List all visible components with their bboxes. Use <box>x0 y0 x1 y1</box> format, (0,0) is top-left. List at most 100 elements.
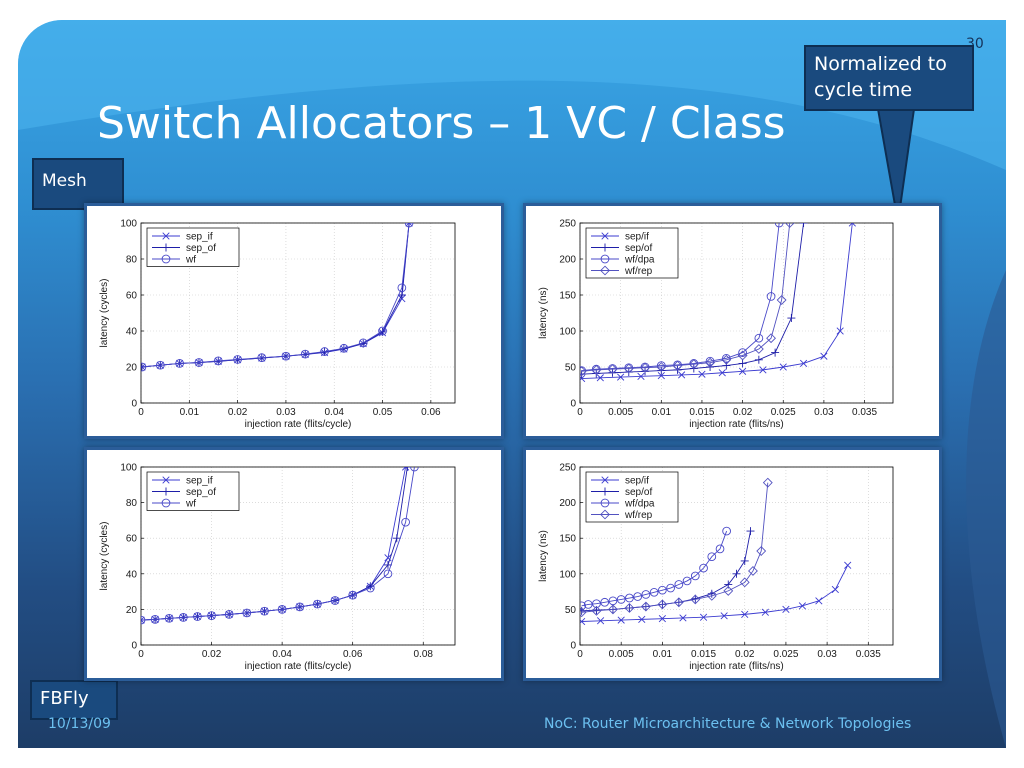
data-point <box>640 362 650 373</box>
y-tick-label: 0 <box>131 399 137 410</box>
data-point <box>358 338 368 348</box>
legend-marker <box>161 498 171 508</box>
chart-mesh-ns: 0 0.005 0.01 0.015 0.02 0.025 0.03 0.035 0 50 100 1… <box>523 203 942 439</box>
data-point <box>624 603 635 613</box>
data-point <box>666 583 675 593</box>
data-point <box>699 613 708 621</box>
data-point <box>836 327 844 335</box>
data-point <box>774 223 784 228</box>
y-tick-label: 60 <box>126 291 138 302</box>
data-point <box>591 605 602 616</box>
legend-marker <box>600 509 610 520</box>
data-point <box>679 614 687 622</box>
y-tick-label: 200 <box>559 498 576 509</box>
data-point <box>313 599 322 609</box>
data-point <box>779 363 787 371</box>
data-point <box>754 333 764 343</box>
x-tick-label: 0 <box>577 649 583 660</box>
data-point <box>397 283 407 293</box>
data-point <box>657 372 665 380</box>
x-tick-label: 0.03 <box>276 407 296 418</box>
data-point <box>674 580 684 589</box>
legend-label: wf/dpa <box>624 499 655 510</box>
y-tick-label: 0 <box>570 641 576 652</box>
x-tick-label: 0 <box>577 407 583 418</box>
y-tick-label: 40 <box>126 327 138 338</box>
y-tick-label: 80 <box>126 255 138 266</box>
data-point <box>820 352 828 360</box>
x-tick-label: 0.035 <box>856 649 881 660</box>
legend-label: wf/rep <box>624 510 653 521</box>
data-point <box>640 601 651 612</box>
y-tick-label: 150 <box>559 534 576 545</box>
legend-label: sep/of <box>625 243 652 254</box>
data-point <box>771 348 780 357</box>
y-tick-label: 60 <box>126 534 138 545</box>
data-point <box>378 326 387 336</box>
data-point <box>641 590 651 599</box>
data-point <box>741 610 749 619</box>
y-axis-label: latency (cycles) <box>99 522 110 591</box>
chart-svg: 0 0.01 0.02 0.03 0.04 0.05 0.06 0 20 40 60 80 100 inj… <box>99 219 456 430</box>
data-point <box>657 599 668 610</box>
legend-label: sep_of <box>186 487 216 498</box>
data-point <box>633 592 643 601</box>
data-point <box>746 527 755 536</box>
legend-marker <box>600 254 610 264</box>
y-tick-label: 50 <box>565 605 577 616</box>
x-axis-label: injection rate (flits/cycle) <box>245 661 352 672</box>
series-wf <box>141 467 419 625</box>
data-point <box>257 353 267 362</box>
y-tick-label: 250 <box>559 463 576 474</box>
data-point <box>831 585 839 594</box>
x-tick-label: 0.035 <box>852 407 877 418</box>
data-point <box>164 613 174 623</box>
x-tick-label: 0.02 <box>228 407 248 418</box>
legend-label: sep/of <box>625 487 652 498</box>
data-point <box>705 356 715 366</box>
data-point <box>141 616 145 624</box>
data-point <box>365 583 375 593</box>
data-point <box>844 561 852 569</box>
data-point <box>638 615 646 623</box>
data-point <box>616 595 626 604</box>
data-point <box>330 596 340 605</box>
data-point <box>580 607 587 618</box>
normalized-callout: Normalized to cycle time <box>804 45 974 111</box>
data-point <box>682 576 692 586</box>
series-line <box>581 223 791 372</box>
legend-marker <box>601 476 609 484</box>
series-sep-if <box>580 561 852 626</box>
data-point <box>737 350 748 361</box>
data-point <box>383 569 393 579</box>
legend-label: sep/if <box>625 476 649 487</box>
y-tick-label: 250 <box>559 219 576 230</box>
legend-marker <box>601 232 609 240</box>
data-point <box>401 517 410 527</box>
data-point <box>405 223 413 227</box>
data-point <box>224 610 234 619</box>
data-point <box>707 552 717 562</box>
data-point <box>678 371 686 379</box>
data-point <box>649 587 659 597</box>
series-line <box>581 223 780 372</box>
data-point <box>213 356 223 366</box>
y-tick-label: 0 <box>131 641 137 652</box>
x-tick-label: 0.015 <box>691 649 716 660</box>
data-point <box>178 613 188 622</box>
data-point <box>608 604 618 615</box>
legend-marker <box>161 254 171 264</box>
data-point <box>688 359 699 370</box>
background-swoosh <box>18 20 1006 748</box>
data-point <box>706 590 717 601</box>
data-point <box>848 223 856 227</box>
x-tick-label: 0.03 <box>814 407 834 418</box>
data-point <box>242 608 252 618</box>
x-tick-label: 0.015 <box>689 407 714 418</box>
plot-frame <box>140 466 456 646</box>
data-point <box>583 600 593 609</box>
series-line <box>581 530 728 607</box>
data-point <box>815 597 823 605</box>
data-point <box>715 544 725 554</box>
data-point <box>260 606 269 616</box>
